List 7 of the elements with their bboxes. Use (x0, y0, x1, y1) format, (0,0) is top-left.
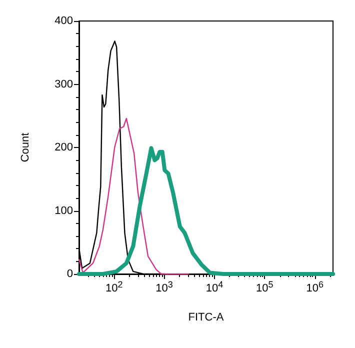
x-axis-title: FITC-A (188, 312, 224, 324)
y-tick-label: 200 (54, 142, 73, 154)
y-tick-label: 400 (54, 15, 73, 27)
y-tick-label: 0 (66, 268, 73, 280)
y-tick-label: 300 (54, 78, 73, 90)
y-axis-title: Count (20, 132, 32, 162)
y-tick-label: 100 (54, 204, 73, 217)
